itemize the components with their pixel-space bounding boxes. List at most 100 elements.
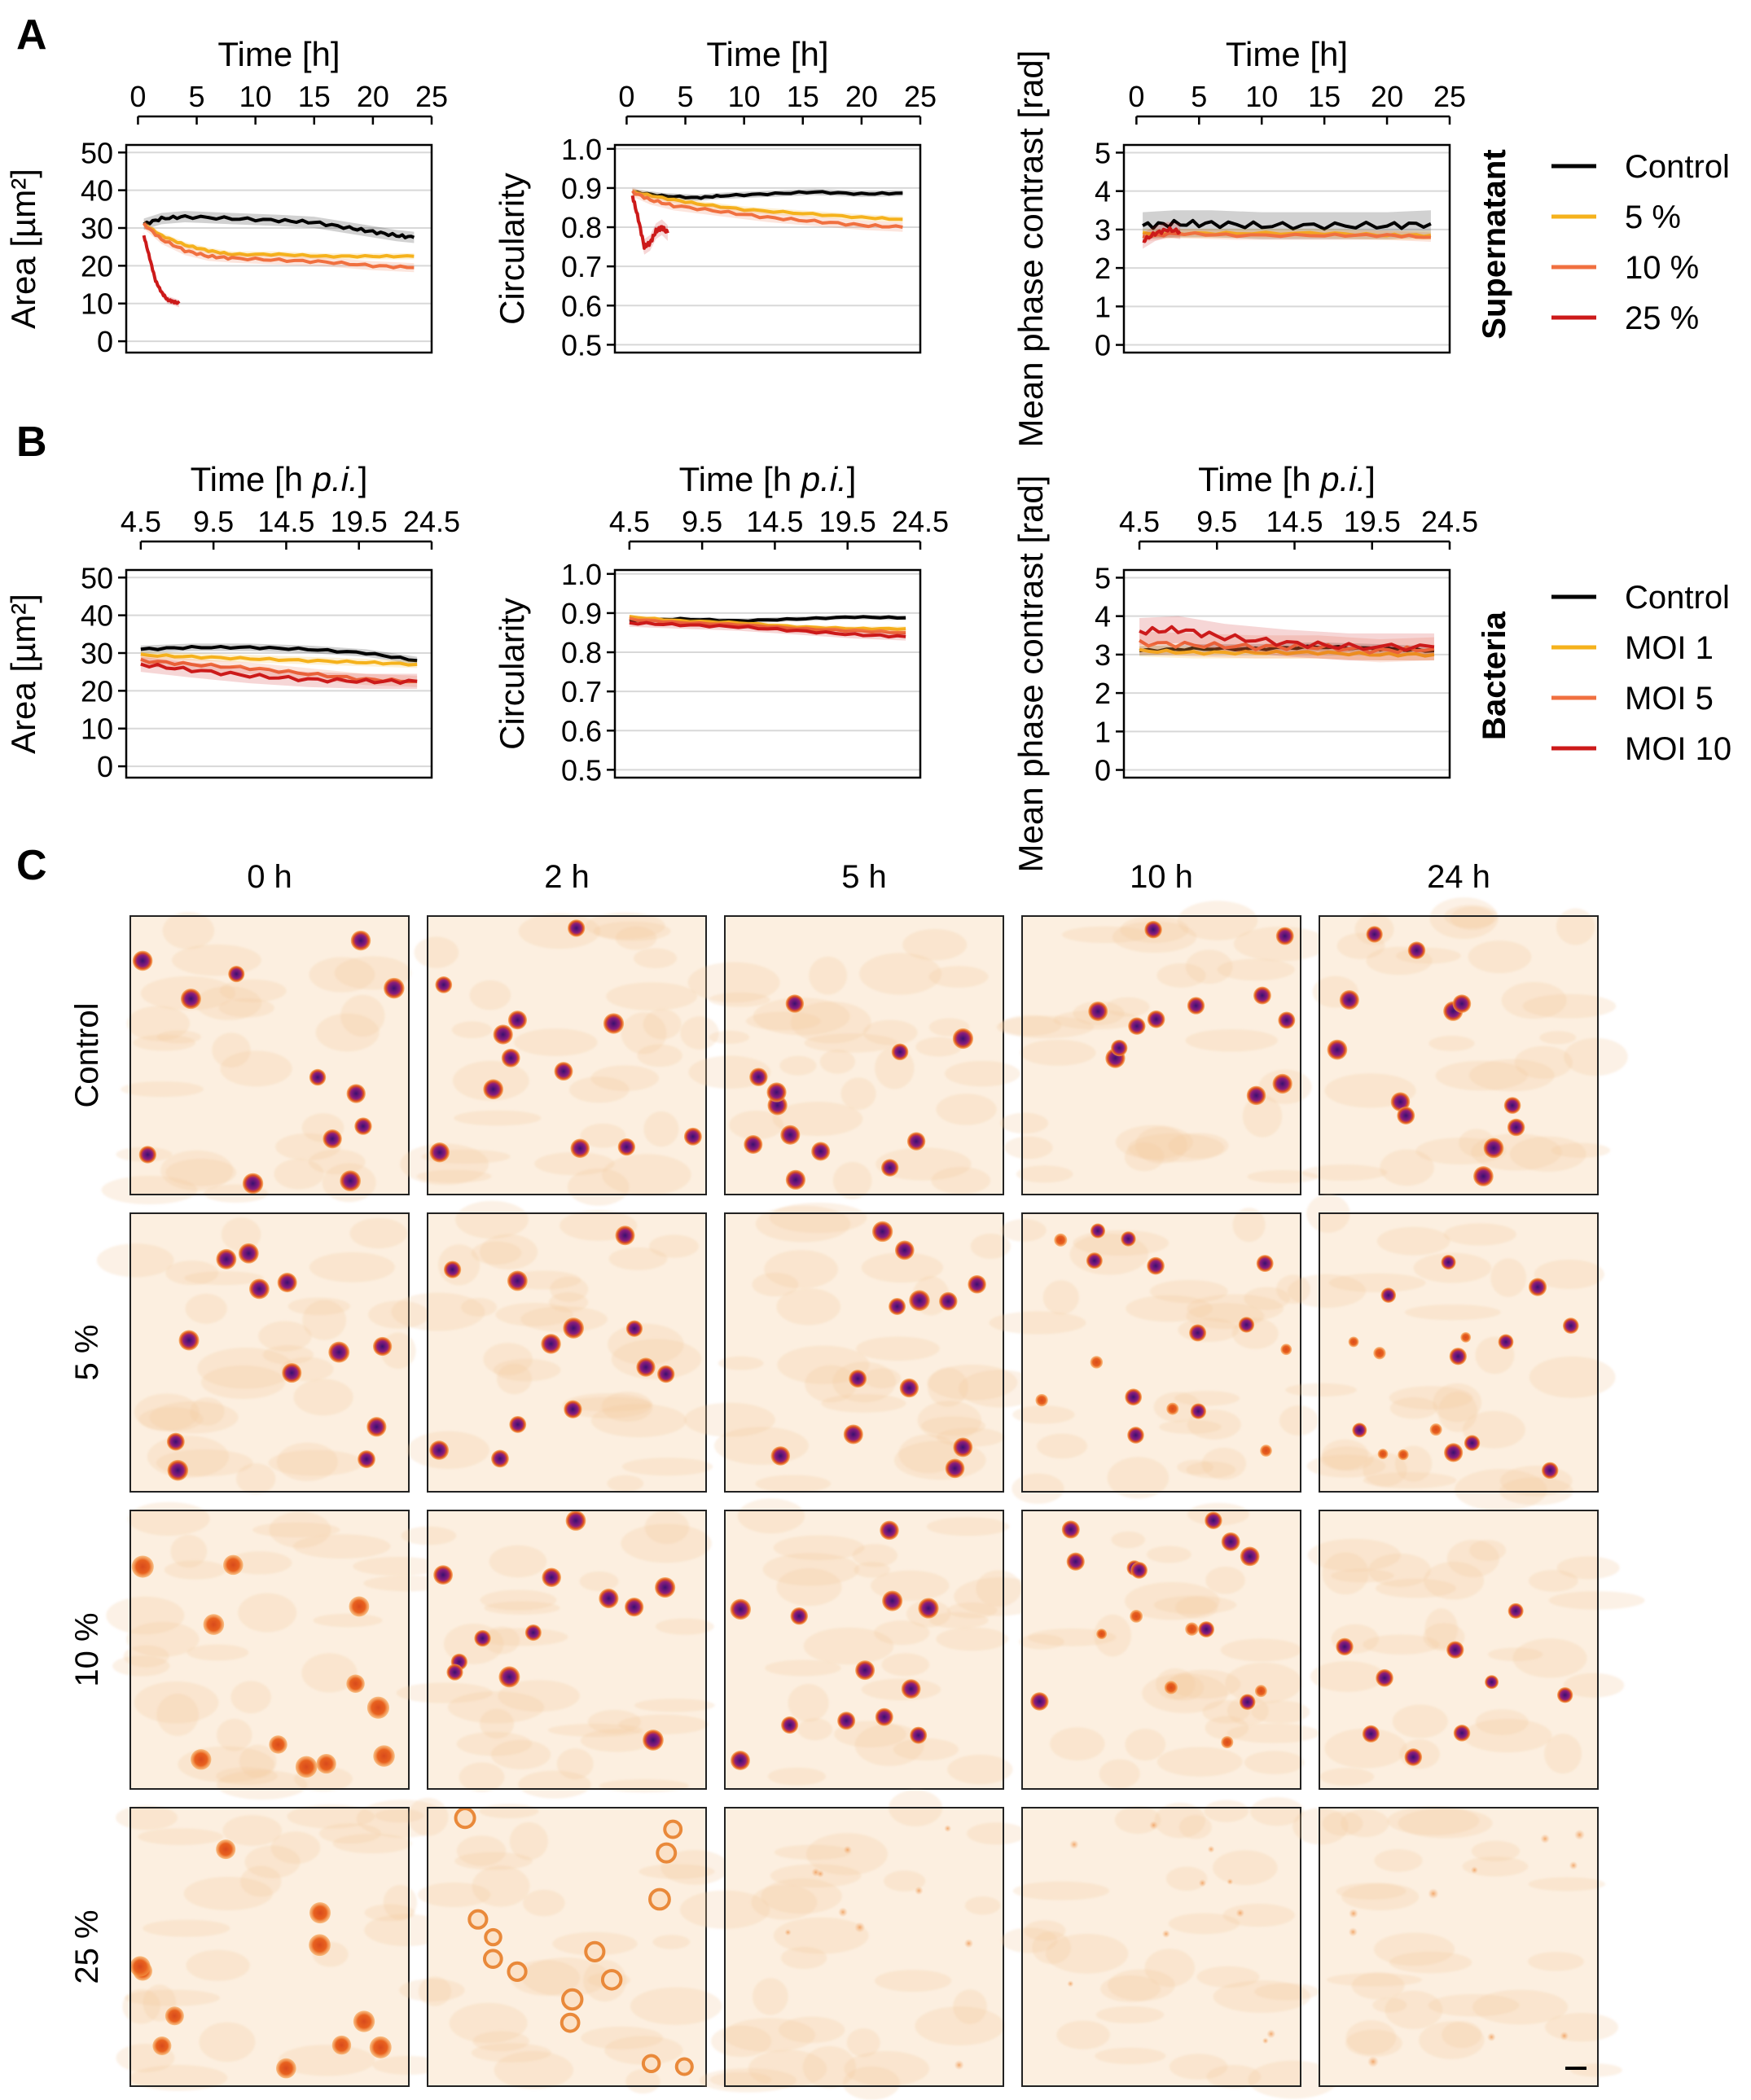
cell (1473, 1166, 1494, 1186)
cell (910, 1726, 928, 1744)
background-texture (1204, 1800, 1249, 1822)
cell (1366, 926, 1383, 943)
background-texture (138, 1828, 224, 1845)
background-texture (1201, 1447, 1247, 1480)
plot-frame (1122, 568, 1451, 779)
background-texture (1404, 1304, 1501, 1321)
y-tick-label: 30 (81, 212, 113, 245)
background-texture (567, 1168, 630, 1206)
cell (1562, 1317, 1579, 1334)
y-tick-label: 0 (97, 325, 113, 358)
cell (507, 1961, 528, 1982)
background-texture (1570, 2063, 1622, 2077)
background-texture (931, 1167, 991, 1195)
cell (785, 1169, 806, 1190)
background-texture (644, 1510, 690, 1545)
y-tick-label: 0.7 (561, 250, 602, 283)
x-tick-label: 14.5 (1266, 505, 1323, 538)
background-texture (634, 948, 678, 969)
background-texture (1099, 1759, 1140, 1789)
cell (1441, 1255, 1456, 1270)
background-texture (936, 1427, 1005, 1447)
legend-side-label: Bacteria (1477, 611, 1512, 740)
background-texture (1024, 1920, 1066, 1941)
micrograph-border (724, 1212, 1004, 1493)
background-texture (687, 962, 780, 1003)
background-texture (1254, 1983, 1320, 2001)
x-tick-label: 25 (415, 80, 448, 113)
background-texture (737, 1498, 805, 1534)
legend-a: Control 5 % 10 % 25 % Supernatant (1477, 149, 1730, 340)
cell (785, 994, 805, 1013)
cell (1190, 1403, 1207, 1419)
column-header: 5 h (841, 859, 887, 895)
background-texture (861, 1252, 944, 1283)
y-tick-label: 20 (81, 674, 113, 708)
cell (1486, 2032, 1496, 2042)
background-texture (634, 1699, 715, 1712)
background-texture (454, 1110, 542, 1126)
background-texture (1248, 2060, 1338, 2099)
background-texture (1468, 940, 1532, 974)
cell (323, 1129, 342, 1149)
cell (1280, 1344, 1292, 1356)
x-tick-label: 9.5 (193, 505, 234, 538)
cell (228, 966, 245, 983)
x-axis-label-main: Time [h (679, 460, 801, 498)
background-texture (1435, 1060, 1528, 1091)
cell (561, 1988, 584, 2011)
micrograph-border (1021, 915, 1301, 1195)
background-texture (143, 1919, 230, 1937)
x-tick-label: 0 (618, 80, 634, 113)
cell (554, 1062, 573, 1081)
cell (1339, 989, 1359, 1011)
cell (855, 1660, 876, 1681)
background-texture (1016, 1165, 1073, 1183)
background-texture (349, 1217, 408, 1249)
cell (435, 976, 453, 993)
background-texture (805, 1365, 858, 1403)
background-texture (116, 1805, 178, 1830)
y-tick-label: 0.6 (561, 289, 602, 322)
cell (1030, 1692, 1049, 1711)
background-texture (1285, 1383, 1357, 1397)
legend-label: MOI 10 (1625, 731, 1731, 767)
cell (1198, 1879, 1207, 1887)
background-texture (252, 1522, 340, 1538)
background-texture (498, 1680, 580, 1712)
cell (1348, 1336, 1359, 1348)
background-texture (970, 1233, 1012, 1259)
cell (167, 1459, 189, 1481)
background-texture (287, 1297, 350, 1316)
x-tick-label: 19.5 (819, 505, 876, 538)
cell (894, 1240, 915, 1260)
background-texture (125, 1989, 221, 2006)
cell (563, 1317, 585, 1339)
background-texture (859, 953, 942, 995)
background-texture (656, 1618, 714, 1635)
y-tick-label: 1 (1095, 715, 1111, 748)
background-texture (472, 2031, 529, 2052)
cell (952, 1028, 974, 1050)
x-tick-label: 20 (357, 80, 389, 113)
background-texture (126, 1006, 191, 1041)
cell (443, 1260, 462, 1278)
series-line-moi-5 (1138, 638, 1435, 655)
background-texture (399, 1979, 465, 2001)
background-texture (123, 1645, 169, 1668)
background-texture (834, 1721, 907, 1747)
cell (811, 1142, 831, 1161)
micrograph-border (1319, 1510, 1599, 1790)
y-tick-label: 4 (1095, 175, 1111, 208)
cell (1560, 2031, 1569, 2041)
series-band-3 (632, 186, 903, 232)
background-texture (1108, 1969, 1175, 2001)
x-tick-label: 24.5 (1421, 505, 1478, 538)
background-texture (523, 1889, 565, 1917)
micrograph-cell (400, 912, 719, 1206)
background-texture (1073, 1230, 1170, 1256)
x-tick-label: 10 (239, 80, 272, 113)
background-texture (1220, 1638, 1302, 1662)
background-texture (1185, 949, 1233, 984)
background-texture (579, 1571, 619, 1592)
